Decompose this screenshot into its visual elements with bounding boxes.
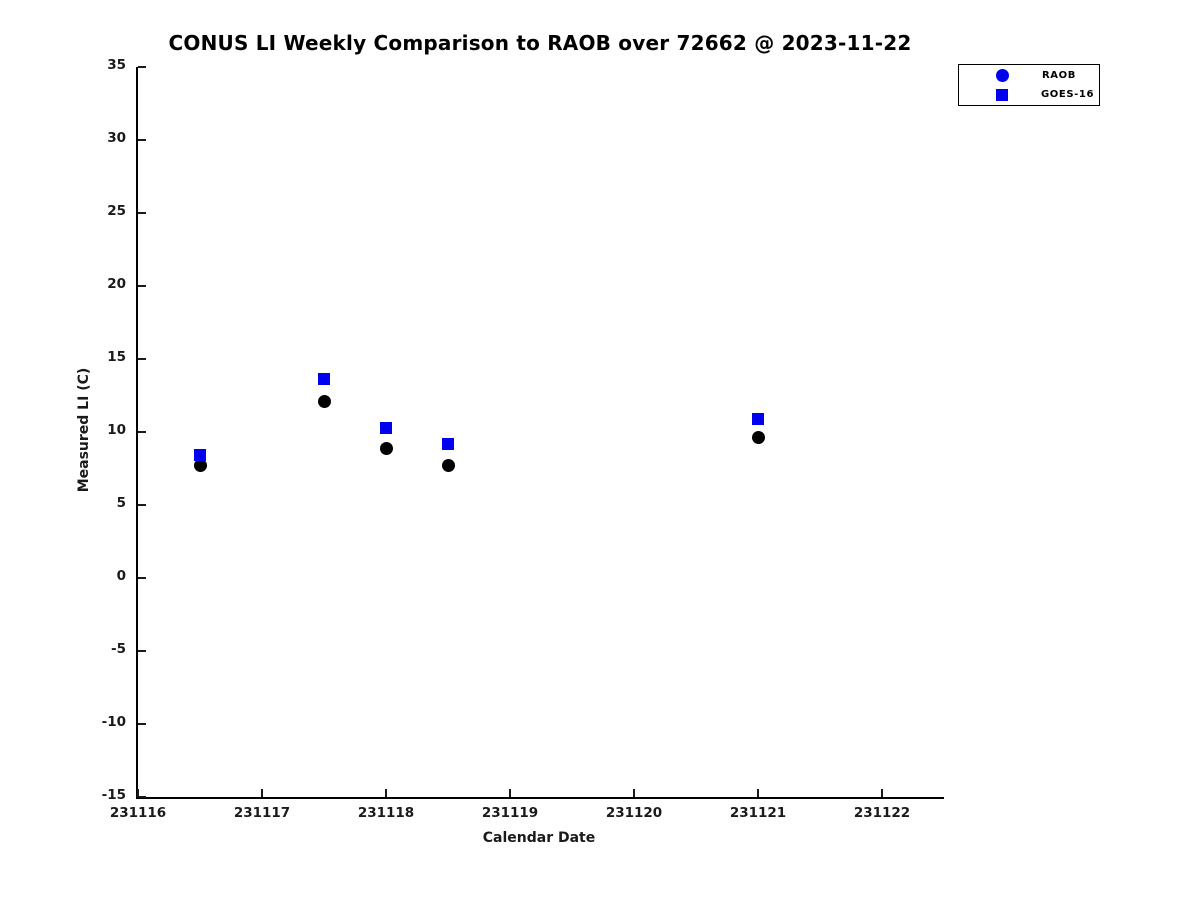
x-tick-label: 231122 <box>853 805 911 821</box>
y-tick <box>138 650 146 652</box>
plot-area: 231116 231117 231118 231119 231120 231121 2311… <box>102 57 944 821</box>
data-point-goes-16 <box>442 437 454 450</box>
x-tick-label: 231118 <box>357 805 415 821</box>
y-tick <box>138 504 146 506</box>
legend-label-raob: RAOB <box>1042 70 1076 81</box>
data-point-raob <box>317 394 331 408</box>
y-tick-label: 15 <box>107 349 126 365</box>
x-tick-label: 231117 <box>233 805 291 821</box>
data-point-goes-16 <box>318 373 330 386</box>
legend-label-goes16: GOES-16 <box>1041 89 1095 100</box>
y-tick-label: 5 <box>116 495 126 511</box>
x-tick <box>261 789 263 797</box>
x-tick-label: 231120 <box>605 805 663 821</box>
y-tick-label: 35 <box>107 57 126 73</box>
y-tick <box>138 66 146 68</box>
y-tick <box>138 431 146 433</box>
legend-item-raob: RAOB <box>959 66 1099 85</box>
data-point-raob <box>193 459 207 473</box>
x-tick <box>881 789 883 797</box>
goes16-square-marker-icon <box>996 88 1008 101</box>
y-tick <box>138 358 146 360</box>
data-point-goes-16 <box>380 421 392 434</box>
x-tick-label: 231116 <box>109 805 167 821</box>
data-point-goes-16 <box>752 412 764 425</box>
data-point-raob <box>751 431 765 445</box>
data-point-raob <box>441 459 455 473</box>
y-tick <box>138 285 146 287</box>
y-tick <box>138 723 146 725</box>
y-tick-label: 10 <box>107 422 126 438</box>
y-tick-label: -10 <box>101 714 126 730</box>
y-tick-label: 0 <box>116 568 126 584</box>
x-axis-label: Calendar Date <box>482 830 596 846</box>
x-tick <box>137 789 139 797</box>
y-tick <box>138 796 146 798</box>
data-point-raob <box>379 441 393 455</box>
y-tick-label: 25 <box>107 203 126 219</box>
x-tick-label: 231119 <box>481 805 539 821</box>
y-tick-label: -15 <box>101 787 126 803</box>
y-tick <box>138 577 146 579</box>
chart-title: CONUS LI Weekly Comparison to RAOB over … <box>168 31 912 55</box>
x-tick <box>385 789 387 797</box>
x-tick <box>757 789 759 797</box>
raob-circle-marker-icon <box>996 69 1009 82</box>
x-tick <box>633 789 635 797</box>
x-tick-label: 231121 <box>729 805 787 821</box>
y-tick <box>138 139 146 141</box>
data-point-goes-16 <box>194 449 206 462</box>
legend-item-goes16: GOES-16 <box>959 85 1099 104</box>
y-tick <box>138 212 146 214</box>
y-tick-label: -5 <box>111 641 126 657</box>
legend: RAOB GOES-16 <box>958 64 1100 106</box>
x-tick <box>509 789 511 797</box>
y-tick-label: 20 <box>107 276 126 292</box>
y-tick-label: 30 <box>107 130 126 146</box>
